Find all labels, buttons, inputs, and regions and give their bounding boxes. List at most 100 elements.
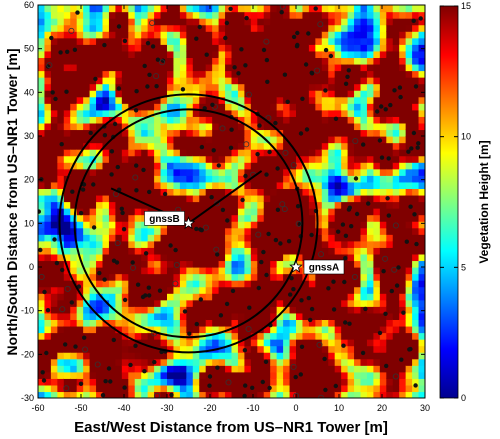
heat-cell: [205, 319, 213, 327]
heat-cell: [366, 371, 374, 379]
heat-cell: [83, 345, 91, 353]
heat-cell: [347, 208, 355, 216]
tree-marker: [260, 379, 265, 385]
heat-cell: [341, 11, 349, 19]
heat-cell: [192, 299, 200, 307]
heat-cell: [50, 142, 58, 150]
heat-cell: [199, 18, 207, 26]
heat-cell: [321, 96, 329, 104]
heat-cell: [231, 188, 239, 196]
heat-cell: [373, 214, 381, 222]
heat-cell: [296, 57, 304, 65]
heat-cell: [141, 201, 149, 209]
heat-cell: [321, 103, 329, 111]
heat-cell: [418, 188, 425, 196]
heat-cell: [328, 181, 336, 189]
heat-cell: [399, 168, 407, 176]
heat-cell: [102, 70, 110, 78]
heat-cell: [315, 129, 323, 137]
heat-cell: [225, 260, 233, 268]
heat-cell: [347, 214, 355, 222]
heat-cell: [360, 11, 368, 19]
heat-cell: [283, 345, 291, 353]
heat-cell: [263, 345, 271, 353]
heat-cell: [70, 149, 78, 157]
heat-cell: [212, 273, 220, 281]
heat-cell: [50, 194, 58, 203]
heat-cell: [283, 50, 291, 58]
heat-cell: [63, 44, 71, 52]
heat-cell: [192, 96, 200, 104]
heat-cell: [315, 194, 323, 203]
heat-cell: [141, 57, 149, 65]
heat-cell: [205, 247, 213, 255]
heat-cell: [315, 201, 323, 209]
heat-cell: [128, 50, 136, 58]
tree-marker: [293, 374, 298, 380]
heat-cell: [276, 188, 284, 196]
heat-cell: [354, 384, 362, 393]
heat-cell: [218, 260, 226, 268]
tree-marker: [383, 107, 388, 112]
heat-cell: [250, 267, 258, 275]
heat-cell: [373, 234, 381, 242]
heat-cell: [83, 90, 91, 98]
heat-cell: [289, 103, 297, 111]
heat-cell: [270, 168, 278, 176]
heat-cell: [83, 136, 91, 144]
heat-cell: [405, 70, 413, 78]
heat-cell: [179, 345, 187, 353]
heat-cell: [63, 253, 71, 262]
tree-marker: [243, 63, 248, 68]
heat-cell: [231, 352, 239, 360]
heat-cell: [360, 5, 368, 13]
heat-cell: [379, 221, 387, 229]
heat-cell: [218, 37, 226, 45]
heat-cell: [173, 267, 181, 275]
heat-cell: [263, 175, 271, 183]
heat-cell: [341, 109, 349, 117]
heat-cell: [173, 11, 181, 19]
heat-cell: [225, 24, 233, 32]
heat-cell: [63, 358, 71, 366]
tree-marker: [242, 393, 247, 398]
heat-cell: [334, 208, 342, 216]
heat-cell: [44, 57, 52, 65]
heat-cell: [141, 103, 149, 111]
heat-cell: [289, 227, 297, 235]
heat-cell: [38, 332, 46, 340]
heat-cell: [108, 90, 116, 98]
heat-cell: [237, 109, 245, 117]
heat-cell: [315, 37, 323, 45]
heat-cell: [83, 77, 91, 85]
heat-cell: [225, 162, 233, 170]
heat-cell: [302, 188, 310, 196]
heat-cell: [405, 371, 413, 379]
heat-cell: [366, 18, 374, 26]
heat-cell: [237, 70, 245, 78]
heat-cell: [147, 136, 155, 144]
heat-cell: [263, 44, 271, 52]
tree-marker: [295, 42, 300, 48]
heat-cell: [128, 181, 136, 189]
heat-cell: [70, 312, 78, 320]
heat-cell: [192, 358, 200, 366]
heat-cell: [102, 293, 110, 301]
heat-cell: [283, 260, 291, 268]
heat-cell: [44, 280, 52, 288]
heat-cell: [354, 155, 362, 163]
heat-cell: [386, 312, 394, 320]
heat-cell: [392, 149, 400, 157]
heat-cell: [412, 391, 420, 398]
heat-cell: [128, 168, 136, 176]
heat-cell: [386, 63, 394, 72]
heat-cell: [141, 371, 149, 379]
heat-cell: [160, 234, 168, 242]
heat-cell: [147, 280, 155, 288]
heat-cell: [366, 339, 374, 347]
heat-cell: [244, 83, 252, 91]
heat-cell: [392, 227, 400, 235]
heat-cell: [392, 306, 400, 314]
heat-cell: [341, 299, 349, 307]
heat-cell: [50, 208, 58, 216]
